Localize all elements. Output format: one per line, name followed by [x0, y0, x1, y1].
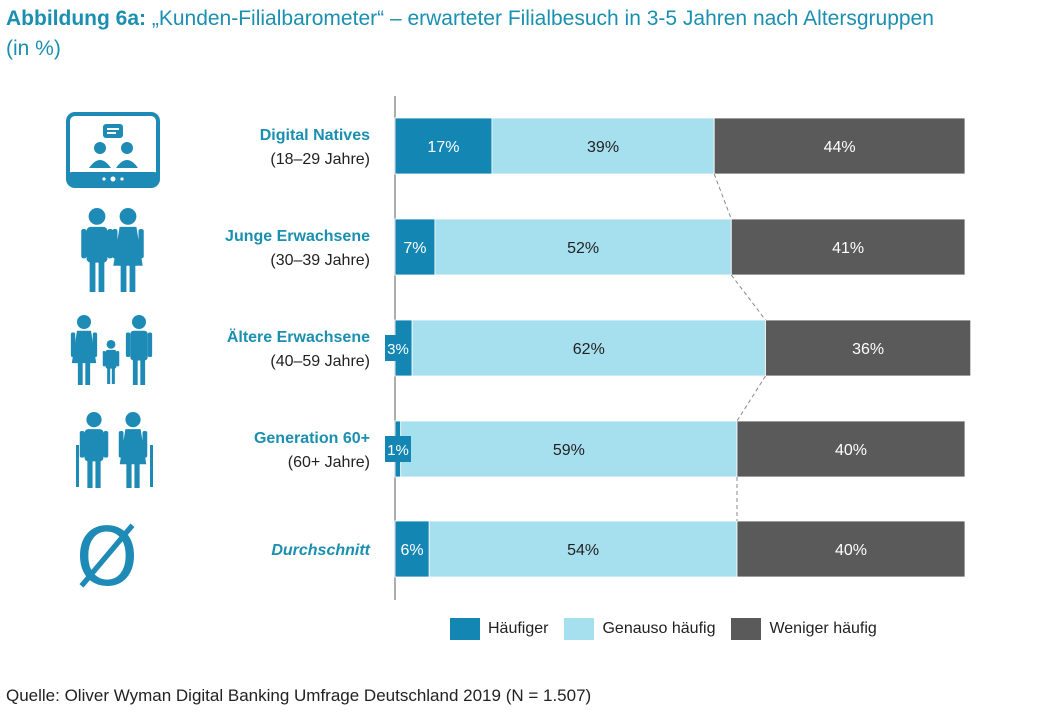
data-label-weniger-1: 41% [832, 240, 864, 257]
bar-genauso-3 [400, 420, 738, 478]
title-prefix: Abbildung 6a: [6, 7, 146, 30]
title-text: „Kunden-Filialbarometer“ – erwarteter Fi… [151, 7, 934, 30]
legend: Häufiger Genauso häufig Weniger häufig [450, 618, 877, 640]
chart-title: Abbildung 6a: „Kunden-Filialbarometer“ –… [6, 4, 1042, 64]
bar-haeufiger-0 [394, 117, 493, 175]
data-label-haeufiger-1: 7% [403, 240, 426, 257]
legend-item-haeufiger: Häufiger [450, 618, 548, 640]
title-subtitle: (in %) [6, 37, 61, 60]
legend-item-weniger: Weniger häufig [731, 618, 877, 640]
video-call-icon [66, 112, 160, 188]
legend-label-haeufiger: Häufiger [488, 620, 549, 637]
bar-weniger-4 [736, 520, 966, 578]
legend-swatch-genauso [564, 618, 595, 640]
legend-label-genauso: Genauso häufig [602, 620, 716, 637]
data-label-genauso-0: 39% [587, 139, 619, 156]
source-note: Quelle: Oliver Wyman Digital Banking Umf… [6, 686, 592, 705]
legend-swatch-haeufiger [450, 618, 480, 640]
data-label-genauso-1: 52% [567, 240, 599, 257]
bar-weniger-2 [765, 319, 972, 377]
category-name-1: Junge Erwachsene [225, 228, 370, 245]
data-label-haeufiger-3: 1% [387, 442, 409, 459]
data-label-haeufiger-2: 3% [387, 341, 409, 358]
bar-genauso-1 [434, 218, 732, 276]
category-sub-0: (18–29 Jahre) [270, 151, 370, 168]
category-sub-2: (40–59 Jahre) [270, 353, 370, 370]
data-label-haeufiger-0: 17% [427, 139, 459, 156]
category-name-0: Digital Natives [260, 127, 370, 144]
bar-weniger-0 [713, 117, 966, 175]
data-label-genauso-2: 62% [573, 341, 605, 358]
connector-line-2 [736, 375, 766, 422]
category-name-3: Generation 60+ [254, 430, 370, 447]
legend-label-weniger: Weniger häufig [769, 620, 877, 637]
category-name-2: Ältere Erwachsene [227, 328, 370, 346]
legend-swatch-weniger [731, 618, 762, 640]
connector-line-0 [713, 173, 732, 220]
family-icon [70, 315, 153, 385]
small-label-tab-2 [385, 335, 411, 361]
bar-haeufiger-1 [394, 218, 436, 276]
small-label-tab-3 [385, 436, 411, 462]
data-label-weniger-4: 40% [835, 542, 867, 559]
data-label-weniger-3: 40% [835, 442, 867, 459]
connector-line-1 [730, 274, 766, 321]
bar-genauso-4 [428, 520, 738, 578]
data-label-weniger-0: 44% [824, 139, 856, 156]
bar-genauso-2 [411, 319, 766, 377]
average-symbol-icon: Ø [76, 511, 139, 604]
data-label-weniger-2: 36% [852, 341, 884, 358]
bar-weniger-3 [736, 420, 966, 478]
bar-weniger-1 [730, 218, 966, 276]
legend-item-genauso: Genauso häufig [564, 618, 715, 640]
category-sub-1: (30–39 Jahre) [270, 252, 370, 269]
category-sub-3: (60+ Jahre) [288, 454, 370, 471]
couple-icon [81, 208, 144, 292]
data-label-genauso-4: 54% [567, 542, 599, 559]
elderly-icon [76, 412, 153, 488]
category-name-4: Durchschnitt [271, 542, 370, 559]
data-label-genauso-3: 59% [553, 442, 585, 459]
data-label-haeufiger-4: 6% [401, 542, 424, 559]
